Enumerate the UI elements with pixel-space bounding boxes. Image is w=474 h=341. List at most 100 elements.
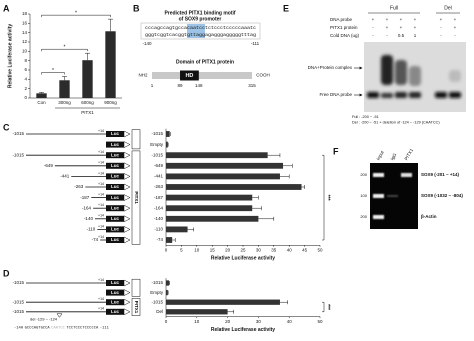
luc-box xyxy=(106,152,124,159)
promoter-end: +14 xyxy=(98,214,104,218)
luc-arrow xyxy=(123,289,131,297)
luc-box xyxy=(106,308,124,315)
size-marker: 200 xyxy=(360,172,367,177)
promoter-start: -110 xyxy=(87,227,96,232)
x-tick-label: 25 xyxy=(240,247,246,252)
row-label: -1015 xyxy=(151,280,163,285)
group-label: PITX1 xyxy=(81,110,94,115)
x-tick-label: 20 xyxy=(225,247,231,252)
y-tick-label: 16 xyxy=(22,21,28,26)
x-tick-label: 45 xyxy=(302,247,308,252)
promoter-end: +14 xyxy=(98,307,104,311)
error-bar xyxy=(227,309,235,314)
y-tick-label: 2 xyxy=(24,86,27,91)
bar xyxy=(166,131,170,137)
x-tick-label: 5 xyxy=(180,247,183,252)
residue-position: 315 xyxy=(248,83,256,88)
error-bar xyxy=(169,132,171,136)
significance-label: * xyxy=(64,45,66,51)
row-label: -263 xyxy=(154,184,164,189)
bar xyxy=(166,215,259,222)
sequence-start: -140 xyxy=(142,41,152,46)
promoter-end: +14 xyxy=(98,182,104,186)
row-label: -164 xyxy=(154,205,164,210)
row-label: -1015 xyxy=(151,152,163,157)
bar xyxy=(166,226,188,233)
luc-box xyxy=(106,237,124,243)
luc-label: Luc xyxy=(111,131,119,136)
promoter-start: -441 xyxy=(60,174,70,179)
promoter-start: -263 xyxy=(74,184,84,189)
residue-position: 1 xyxy=(151,83,154,88)
x-tick-label: 30 xyxy=(256,247,262,252)
condition-cell: + xyxy=(400,17,403,22)
x-axis-label: Relative Luciferase activity xyxy=(211,256,275,262)
luc-label: Luc xyxy=(111,142,119,147)
protein-bar xyxy=(152,72,252,79)
luc-arrow xyxy=(123,141,131,149)
promoter-start: -1015 xyxy=(12,152,24,157)
panel-label: C xyxy=(3,122,10,132)
y-tick-label: 8 xyxy=(24,58,27,63)
luc-label: Luc xyxy=(111,227,119,232)
sequence-box xyxy=(140,22,261,40)
target-label: SOX9 (-201 ~ +14) xyxy=(421,172,460,177)
condition-label: PITX1 protein xyxy=(330,25,358,30)
promoter-end: +14 xyxy=(98,171,104,175)
sequence-part: TCCTCCCTCCCCCA xyxy=(66,327,99,331)
error-bar xyxy=(85,52,90,61)
x-tick-label: 40 xyxy=(287,319,293,324)
sequence-part: CAATCC xyxy=(51,327,65,331)
x-tick-label: 600ng xyxy=(81,100,94,105)
row-label: -110 xyxy=(154,227,163,232)
free-label: Free DNA probe xyxy=(319,92,352,97)
luc-box xyxy=(106,289,124,296)
significance-label: * xyxy=(75,10,77,16)
x-tick-label: 900ng xyxy=(104,100,117,105)
x-tick-label: 10 xyxy=(194,319,200,324)
error-bar xyxy=(172,238,176,242)
luc-label: Luc xyxy=(111,237,119,242)
luc-arrow xyxy=(123,225,131,233)
y-tick-label: 0 xyxy=(24,95,27,100)
condition-cell: + xyxy=(454,25,457,30)
deletion-marker xyxy=(56,313,63,318)
luc-label: Luc xyxy=(111,309,119,314)
lane-label: Input xyxy=(376,149,386,161)
panel-label: A xyxy=(3,3,10,13)
promoter-start: -187 xyxy=(80,195,90,200)
size-marker: 200 xyxy=(360,214,367,219)
promoter-end: +14 xyxy=(98,150,104,154)
control-box xyxy=(131,278,141,297)
error-bar xyxy=(301,185,305,189)
luc-label: Luc xyxy=(111,163,119,168)
luc-label: Luc xyxy=(111,280,119,285)
x-axis-label: Relative Luciferase activity xyxy=(211,327,275,333)
promoter-start: -1015 xyxy=(12,131,24,136)
bar xyxy=(166,184,302,190)
row-label: -187 xyxy=(154,195,164,200)
sequence-part: -140 xyxy=(14,327,24,331)
residue-position: 148 xyxy=(195,83,203,88)
row-label: -649 xyxy=(154,163,164,168)
motif-title: Predicted PITX1 binding motif xyxy=(164,10,235,16)
x-tick-label: 300ng xyxy=(58,100,71,105)
luc-box xyxy=(106,194,124,201)
promoter-start: -649 xyxy=(44,163,54,168)
row-label: -74 xyxy=(156,237,163,242)
condition-cell: + xyxy=(372,17,375,22)
promoter-start: -1015 xyxy=(12,280,24,285)
luc-box xyxy=(106,299,124,306)
error-bar xyxy=(252,206,262,211)
group-label: PITX1 xyxy=(134,191,139,204)
luc-arrow xyxy=(123,194,131,202)
c-terminus: COOH xyxy=(256,73,270,78)
condition-cell: 1 xyxy=(414,33,417,38)
bar xyxy=(36,93,47,98)
x-tick-label: 20 xyxy=(225,319,231,324)
luc-box xyxy=(106,162,124,169)
luc-label: Luc xyxy=(111,216,119,221)
y-axis-label: Relative Luciferase activity xyxy=(7,24,13,88)
promoter-end: +14 xyxy=(98,129,104,133)
panel-label: B xyxy=(133,3,140,13)
